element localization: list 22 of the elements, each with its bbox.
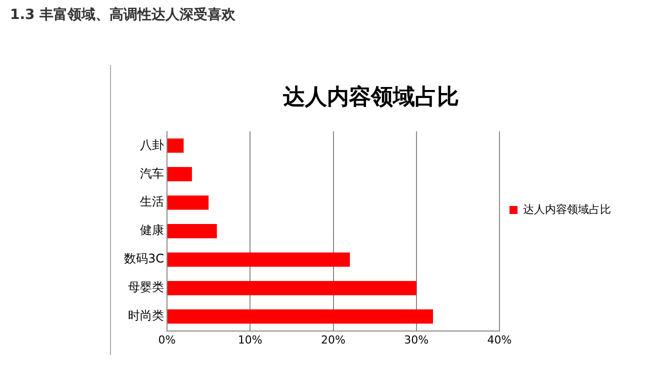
x-tick-label: 30% — [404, 333, 429, 346]
bar — [168, 280, 416, 296]
x-tick-label: 40% — [487, 333, 512, 346]
x-tick-label: 20% — [321, 333, 346, 346]
y-tick-label: 母婴类 — [128, 280, 164, 294]
bar — [168, 309, 434, 324]
bar — [168, 252, 350, 267]
bar — [168, 195, 209, 210]
y-tick-label: 汽车 — [140, 166, 164, 180]
y-tick-label: 数码3C — [124, 252, 164, 266]
y-tick-label: 生活 — [140, 194, 164, 209]
y-tick-label: 八卦 — [140, 138, 164, 152]
text: 1.3 丰富领域、高调性达人深受喜欢 — [10, 6, 236, 24]
y-tick-label: 时尚类 — [128, 308, 164, 323]
legend-label: 达人内容领域占比 — [523, 202, 611, 216]
chart-title: 达人内容领域占比 — [282, 84, 459, 110]
bar — [168, 138, 184, 153]
y-tick-label: 健康 — [140, 223, 164, 238]
x-tick-label: 10% — [238, 333, 262, 346]
bar — [168, 167, 192, 182]
x-tick-label: 0% — [158, 333, 176, 346]
bar — [168, 224, 217, 238]
